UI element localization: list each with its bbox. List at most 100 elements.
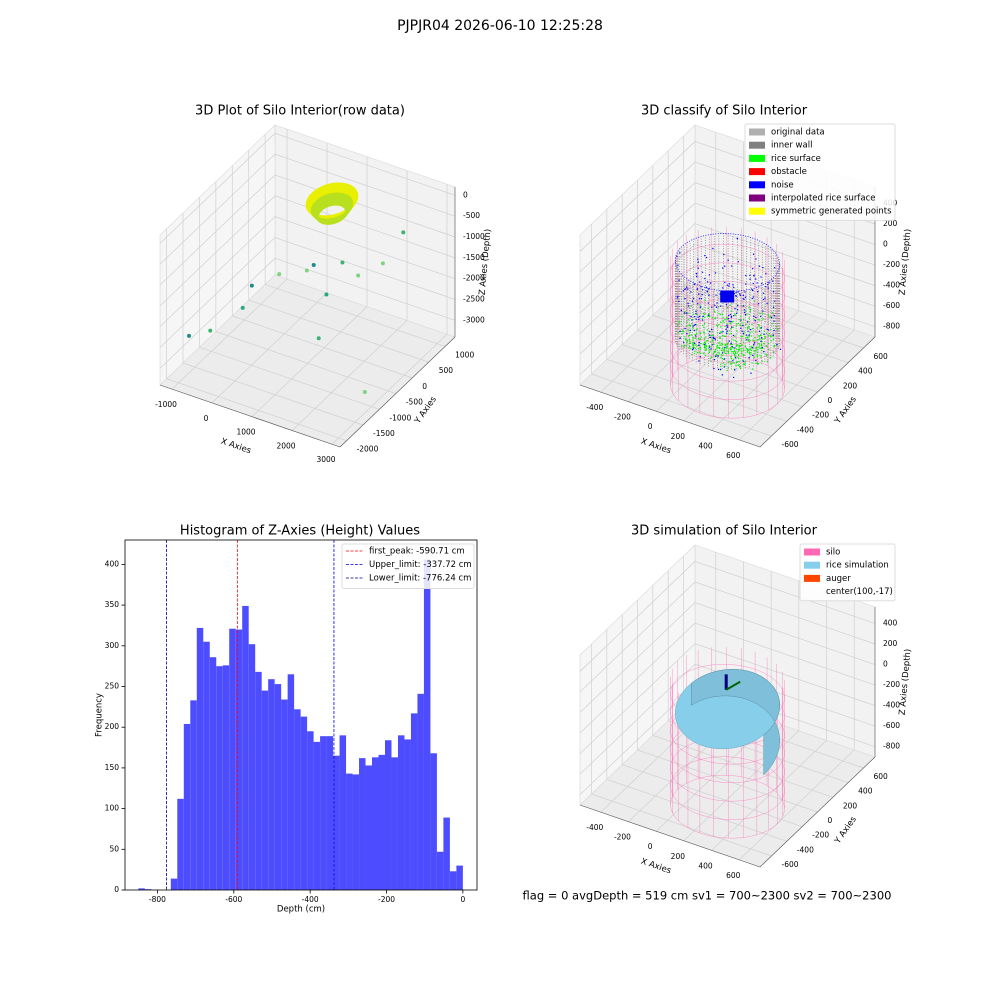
- rice-point: [769, 335, 772, 337]
- rice-point: [687, 318, 690, 321]
- figure-title: PJPJR04 2026-06-10 12:25:28: [397, 18, 603, 34]
- noise-point: [744, 291, 746, 293]
- footer-text: flag = 0 avgDepth = 519 cm sv1 = 700~230…: [523, 889, 892, 903]
- noise-point: [676, 297, 679, 299]
- x-axis-label: X Axies: [639, 437, 672, 457]
- noise-point: [751, 267, 754, 270]
- grid-line: [600, 132, 717, 393]
- bar: [410, 713, 418, 890]
- rice-point: [759, 326, 761, 329]
- grid-line: [606, 629, 787, 842]
- noise-point: [749, 278, 751, 280]
- rice-point: [736, 330, 738, 332]
- scatter-point: [240, 305, 245, 310]
- noise-point: [699, 315, 701, 318]
- y-tick-label: 600: [874, 352, 889, 361]
- rice-point: [696, 328, 698, 330]
- rice-point: [731, 362, 734, 364]
- rice-point: [735, 361, 738, 363]
- rice-point: [732, 346, 734, 349]
- rice-point: [733, 358, 735, 361]
- y-axis-label: Y Axies: [832, 394, 859, 426]
- noise-point: [727, 317, 730, 320]
- noise-point: [682, 290, 685, 292]
- noise-point: [765, 273, 767, 275]
- rice-point: [750, 345, 752, 348]
- x-tick-label: 200: [671, 432, 686, 441]
- z-tick-label: -400: [883, 281, 900, 290]
- noise-point: [709, 331, 711, 333]
- rice-point: [734, 351, 737, 354]
- rice-point: [735, 341, 738, 343]
- legend-label: Lower_limit: -776.24 cm: [369, 574, 471, 584]
- y-tick-label: -400: [797, 425, 814, 434]
- rice-point: [751, 327, 754, 330]
- x-tick-label: 200: [671, 852, 686, 861]
- y-tick-label: 400: [858, 367, 873, 376]
- grid-line: [667, 570, 849, 783]
- rice-surface-side: [691, 669, 780, 776]
- rice-point: [732, 352, 735, 355]
- noise-point: [706, 281, 709, 283]
- rice-point: [724, 364, 726, 366]
- noise-point: [694, 323, 697, 326]
- rice-point: [745, 337, 747, 339]
- rice-point: [758, 324, 760, 326]
- noise-point: [725, 328, 727, 331]
- noise-point: [699, 355, 701, 358]
- noise-point: [698, 341, 700, 344]
- rice-point: [750, 335, 753, 337]
- noise-point: [701, 271, 704, 273]
- rice-point: [690, 305, 692, 307]
- noise-point: [697, 316, 699, 318]
- noise-point: [734, 347, 736, 349]
- rice-point: [728, 348, 730, 350]
- noise-point: [740, 319, 742, 321]
- rice-point: [721, 342, 723, 344]
- noise-point: [717, 368, 720, 371]
- rice-point: [758, 345, 761, 347]
- rice-point: [749, 348, 751, 351]
- noise-point: [696, 275, 698, 278]
- rice-point: [714, 348, 716, 351]
- rice-point: [775, 325, 778, 328]
- noise-point: [760, 337, 763, 339]
- axes-3d: -1000 0 1000 2000 3000 -2000 -1500 -1000 -500 0 50…: [155, 124, 493, 464]
- bar: [430, 753, 437, 890]
- rice-point: [714, 317, 717, 319]
- bar: [190, 700, 197, 890]
- z-tick-label: 400: [883, 618, 898, 627]
- grid-line: [591, 224, 772, 437]
- rice-point: [753, 350, 755, 352]
- rice-point: [714, 350, 717, 353]
- noise-point: [767, 283, 769, 286]
- x-tick-label: -400: [586, 403, 603, 412]
- noise-point: [711, 306, 713, 308]
- rice-point: [719, 341, 721, 343]
- rice-point: [713, 350, 716, 353]
- bar: [326, 736, 334, 890]
- noise-point: [680, 309, 682, 312]
- noise-point: [704, 254, 706, 257]
- noise-point: [750, 372, 752, 374]
- grid-line: [621, 614, 803, 827]
- y-tick-label: 50: [109, 844, 119, 853]
- noise-point: [699, 306, 702, 308]
- x-tick-label: 0: [460, 895, 465, 904]
- rice-point: [692, 319, 694, 321]
- rice-point: [753, 319, 756, 321]
- noise-point: [691, 300, 694, 302]
- scatter-point: [356, 273, 361, 278]
- obstacle-cluster: [720, 290, 735, 303]
- rice-point: [699, 346, 702, 349]
- legend-box: [341, 543, 475, 589]
- rice-point: [734, 352, 737, 355]
- z-tick-label: -200: [883, 260, 900, 269]
- x-tick-label: 2000: [276, 441, 295, 450]
- rice-point: [717, 306, 720, 308]
- legend-label: inner wall: [771, 141, 812, 151]
- noise-point: [742, 360, 745, 362]
- rice-point: [756, 327, 758, 329]
- grid-line: [579, 643, 876, 754]
- rice-point: [718, 347, 721, 350]
